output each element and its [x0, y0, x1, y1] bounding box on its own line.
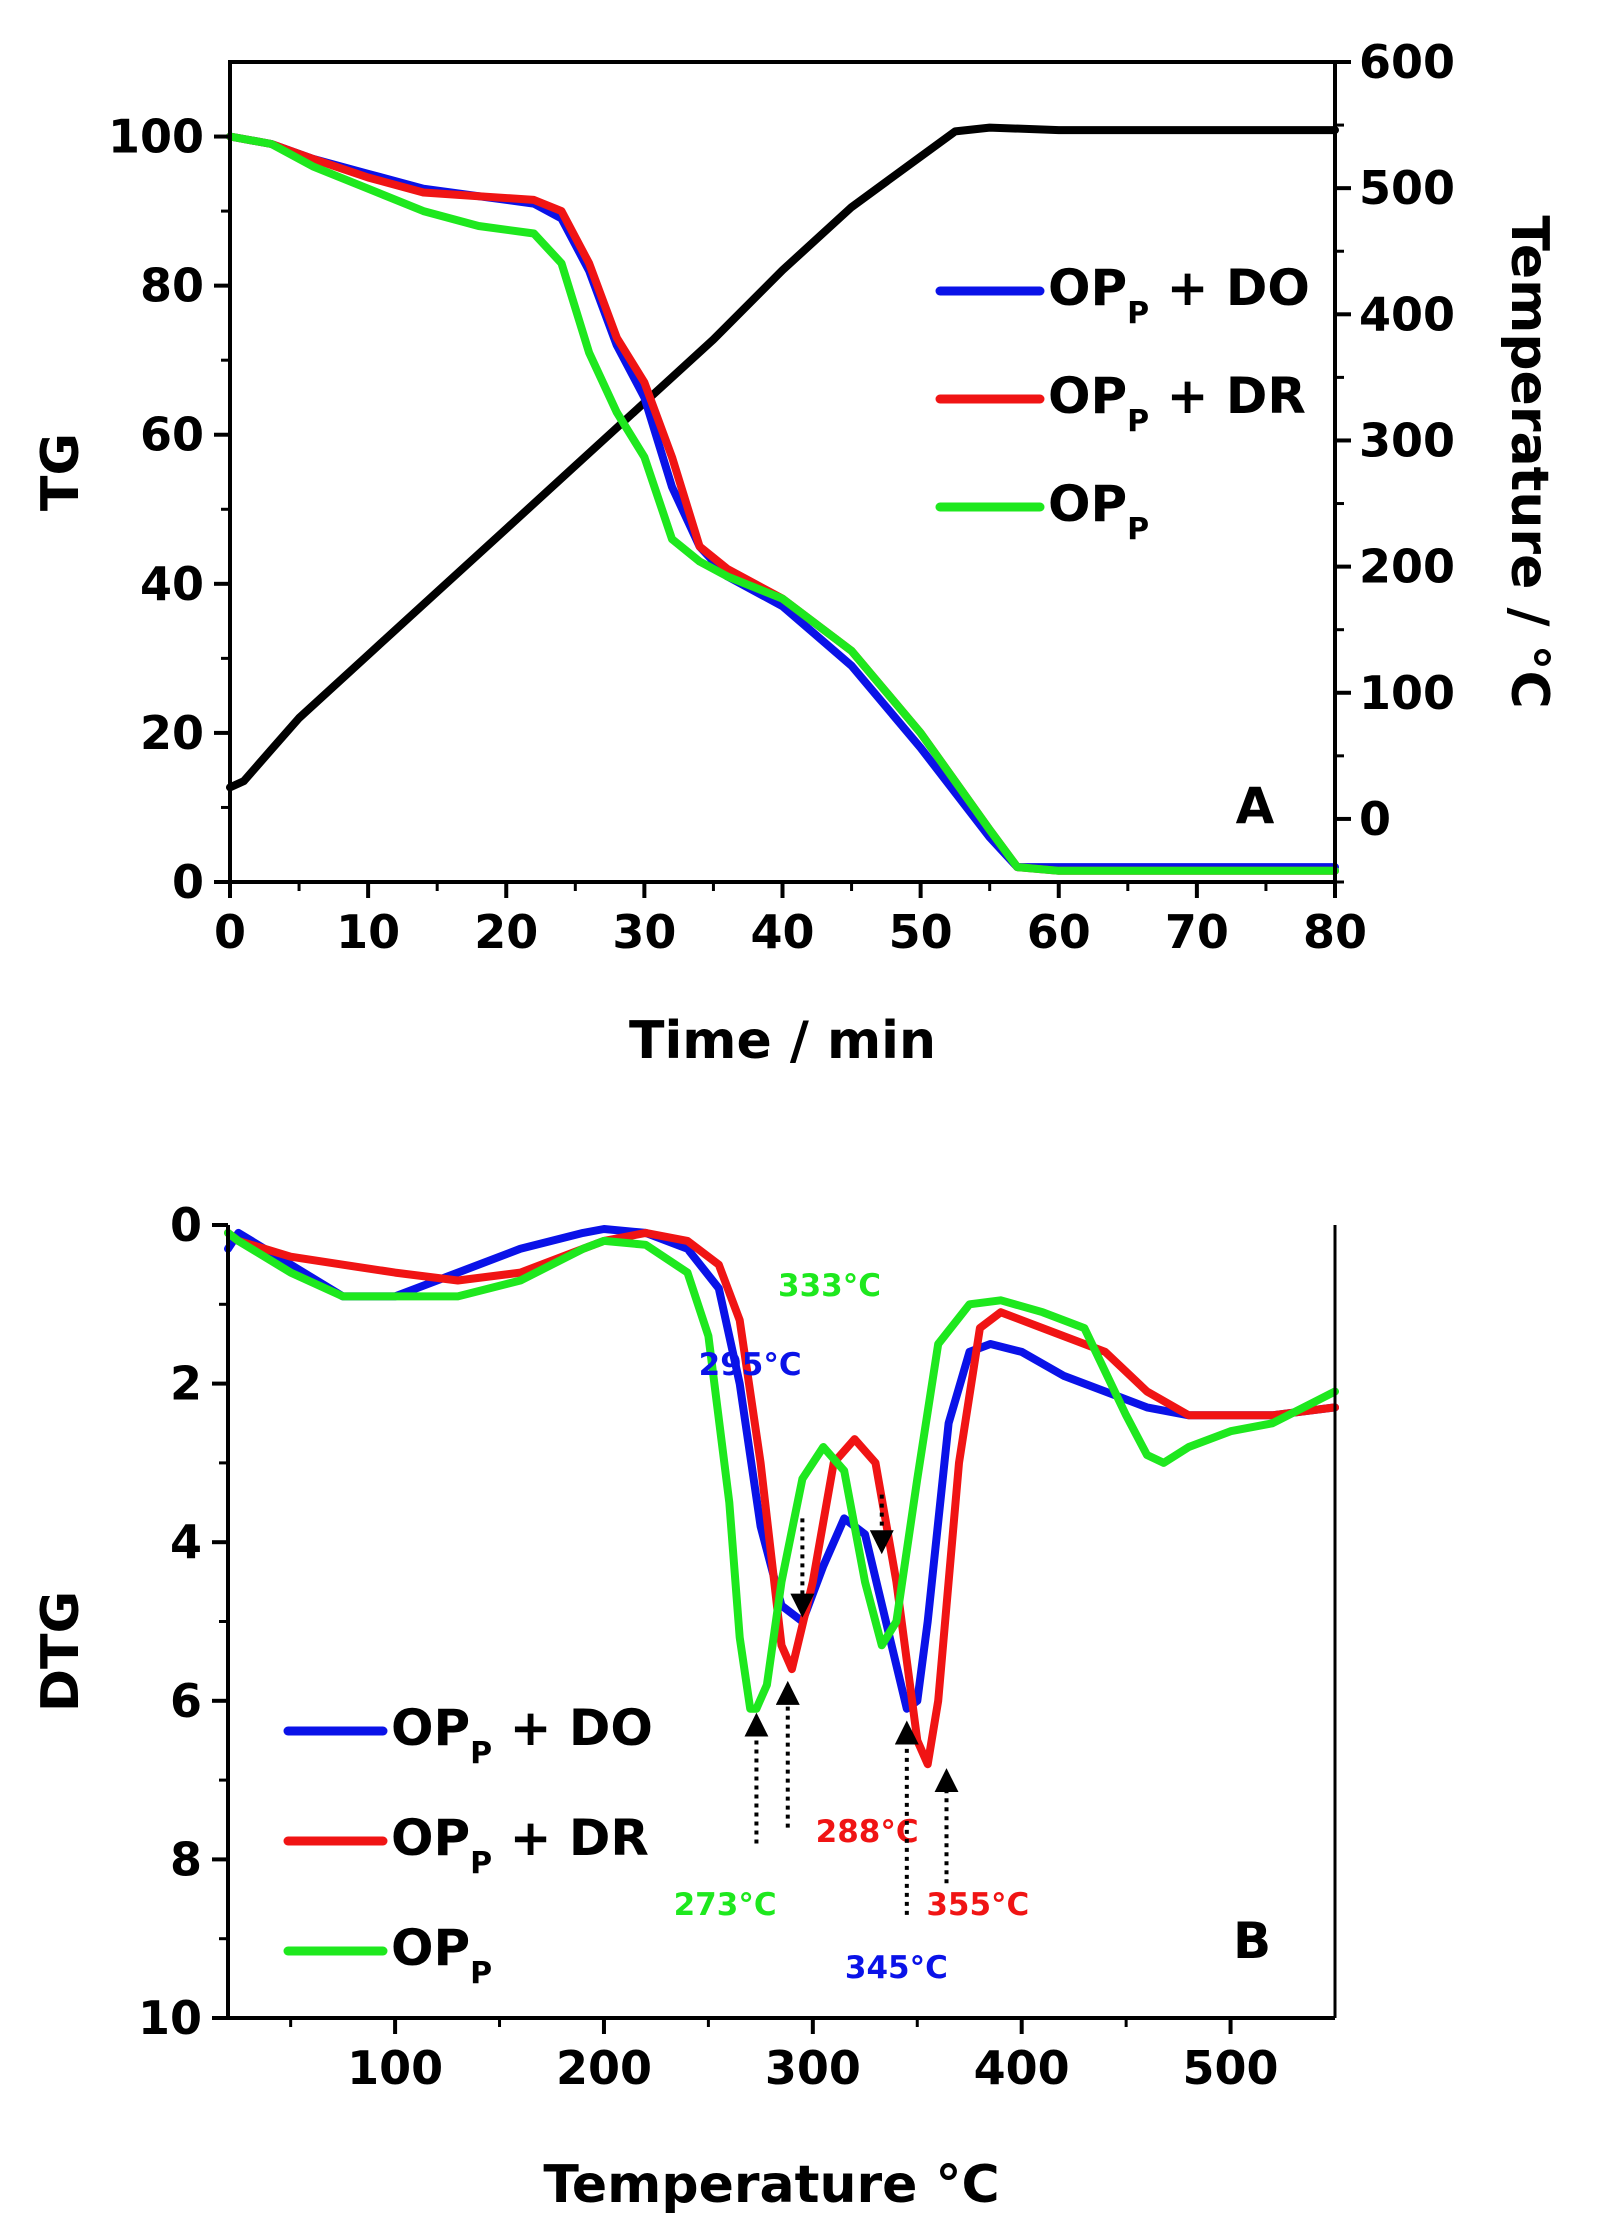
x-tick-label: 70: [1165, 905, 1229, 959]
x-tick-label: 30: [612, 905, 676, 959]
series-line-opp-do: [224, 1225, 1339, 1713]
x-tick-label: 500: [1183, 2041, 1279, 2095]
y2-tick-label: 100: [1359, 666, 1455, 720]
panel-label-b: B: [1233, 1912, 1271, 1970]
y2-tick-label: 400: [1359, 287, 1455, 341]
legend-entry-2: OPP + DR: [283, 1809, 649, 1881]
legend-entry-1-label: OPP + DO: [391, 1699, 653, 1771]
series-line-opp-dr: [226, 132, 1339, 875]
panel-label-a: A: [1236, 777, 1275, 835]
x-tick-label: 0: [214, 905, 246, 959]
y-tick-label: 6: [170, 1674, 202, 1728]
y-tick-label: 20: [140, 706, 204, 760]
y2-tick-label: 600: [1359, 35, 1455, 89]
x-axis-label: Temperature °C: [543, 2155, 999, 2215]
y2-tick-label: 200: [1359, 540, 1455, 594]
annotation-label-4: 288°C: [816, 1814, 919, 1850]
y2-tick-label: 300: [1359, 413, 1455, 467]
y-tick-label: 0: [170, 1198, 202, 1252]
legend-entry-1: OPP + DO: [935, 259, 1310, 331]
legend-entry-3: OPP: [935, 475, 1149, 547]
series-line-opp: [224, 1228, 1339, 1713]
panel-a-tg-chart: 0 10 20 30 40 50 60 70 80 0 20 40 60 80 100 0 100 200 300 4…: [31, 35, 1559, 1071]
series-line-opp: [226, 132, 1339, 875]
y-tick-label: 100: [108, 110, 204, 164]
legend-entry-3-label: OPP: [391, 1919, 492, 1991]
x-tick-label: 40: [750, 905, 814, 959]
y-axis-label: TG: [31, 433, 91, 511]
series-line-opp-dr: [224, 1228, 1339, 1769]
annotation-label-5: 345°C: [845, 1950, 948, 1986]
annotation-label-2: 295°C: [699, 1347, 802, 1383]
y-axis-label: DTG: [31, 1591, 91, 1712]
y-tick-label: 4: [170, 1515, 202, 1569]
x-tick-label: 80: [1303, 905, 1367, 959]
legend-entry-1: OPP + DO: [283, 1699, 653, 1771]
x-tick-label: 300: [765, 2041, 861, 2095]
y2-tick-label: 0: [1359, 792, 1391, 846]
y2-tick-label: 500: [1359, 161, 1455, 215]
y-tick-label: 80: [140, 259, 204, 313]
y-tick-label: 0: [172, 855, 204, 909]
x-tick-label: 400: [974, 2041, 1070, 2095]
y-tick-label: 60: [140, 408, 204, 462]
annotation-label-6: 355°C: [926, 1887, 1029, 1923]
series-line-opp-do: [226, 132, 1339, 872]
x-tick-label: 20: [474, 905, 538, 959]
legend-entry-2: OPP + DR: [935, 367, 1306, 439]
legend-entry-2-label: OPP + DR: [391, 1809, 649, 1881]
y-tick-label: 2: [170, 1357, 202, 1411]
x-tick-label: 200: [556, 2041, 652, 2095]
y2-axis-label: Temperature / °C: [1499, 215, 1559, 708]
y-tick-label: 10: [138, 1991, 202, 2045]
annotation-label-1: 333°C: [778, 1268, 881, 1304]
series-line-temperature: [226, 123, 1339, 792]
x-tick-label: 100: [347, 2041, 443, 2095]
x-axis-label: Time / min: [629, 1011, 936, 1071]
y-tick-label: 8: [170, 1832, 202, 1886]
legend-entry-1-label: OPP + DO: [1048, 259, 1310, 331]
panel-b-dtg-chart: 100 200 300 400 500 0 2 4 6 8 10 Temperature °C DTG O…: [31, 1198, 1339, 2215]
legend-entry-3: OPP: [283, 1919, 492, 1991]
x-tick-label: 50: [889, 905, 953, 959]
legend-entry-3-label: OPP: [1048, 475, 1149, 547]
x-tick-label: 10: [336, 905, 400, 959]
y-tick-label: 40: [140, 557, 204, 611]
annotation-label-3: 273°C: [674, 1887, 777, 1923]
legend-entry-2-label: OPP + DR: [1048, 367, 1306, 439]
x-tick-label: 60: [1027, 905, 1091, 959]
